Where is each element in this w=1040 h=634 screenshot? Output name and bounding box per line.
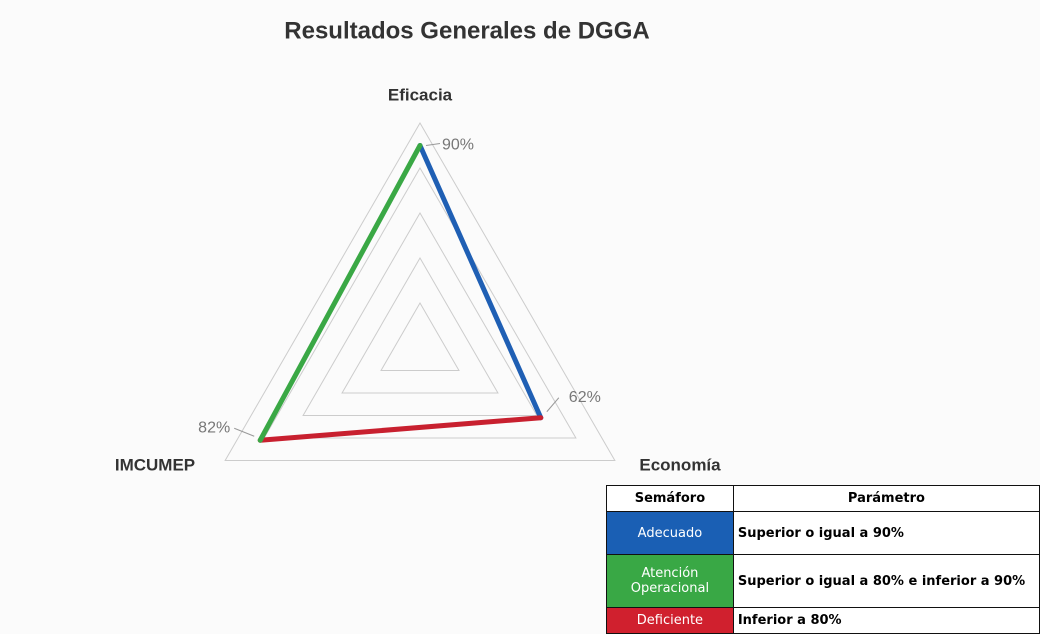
table-row: Deficiente Inferior a 80% xyxy=(606,607,1040,634)
value-label: 62% xyxy=(569,389,601,406)
status-cell: Atención Operacional xyxy=(606,554,734,608)
axis-label: IMCUMEP xyxy=(115,455,195,474)
table-header: Semáforo Parámetro xyxy=(606,485,1040,512)
value-label: 90% xyxy=(442,137,474,154)
status-cell: Deficiente xyxy=(606,607,734,634)
value-label: 82% xyxy=(198,419,230,436)
grid-ring xyxy=(302,212,538,416)
chart-title: Resultados Generales de DGGA xyxy=(284,17,649,44)
grid-ring xyxy=(380,301,460,371)
table-row: Adecuado Superior o igual a 90% xyxy=(606,511,1040,555)
parameter-cell: Superior o igual a 80% e inferior a 90% xyxy=(732,554,1040,608)
parameter-cell: Inferior a 80% xyxy=(732,607,1040,634)
grid-ring xyxy=(341,257,499,394)
status-cell: Adecuado xyxy=(606,511,734,555)
grid-ring xyxy=(263,167,577,439)
table-row: Atención Operacional Superior o igual a 8… xyxy=(606,554,1040,608)
grid-ring xyxy=(224,121,616,461)
leader-line xyxy=(425,143,441,146)
legend-table: Semáforo Parámetro Adecuado Superior o ig… xyxy=(606,485,1040,634)
header-cell: Parámetro xyxy=(732,485,1040,512)
radar-edge xyxy=(257,143,423,443)
leader-line xyxy=(234,427,255,437)
parameter-cell: Superior o igual a 90% xyxy=(732,511,1040,555)
radar-edge xyxy=(417,143,544,421)
axis-label: Eficacia xyxy=(388,85,453,104)
header-cell: Semáforo xyxy=(606,485,734,512)
leader-line xyxy=(546,397,560,413)
radar-edge xyxy=(257,415,544,443)
axis-label: Economía xyxy=(639,455,721,474)
